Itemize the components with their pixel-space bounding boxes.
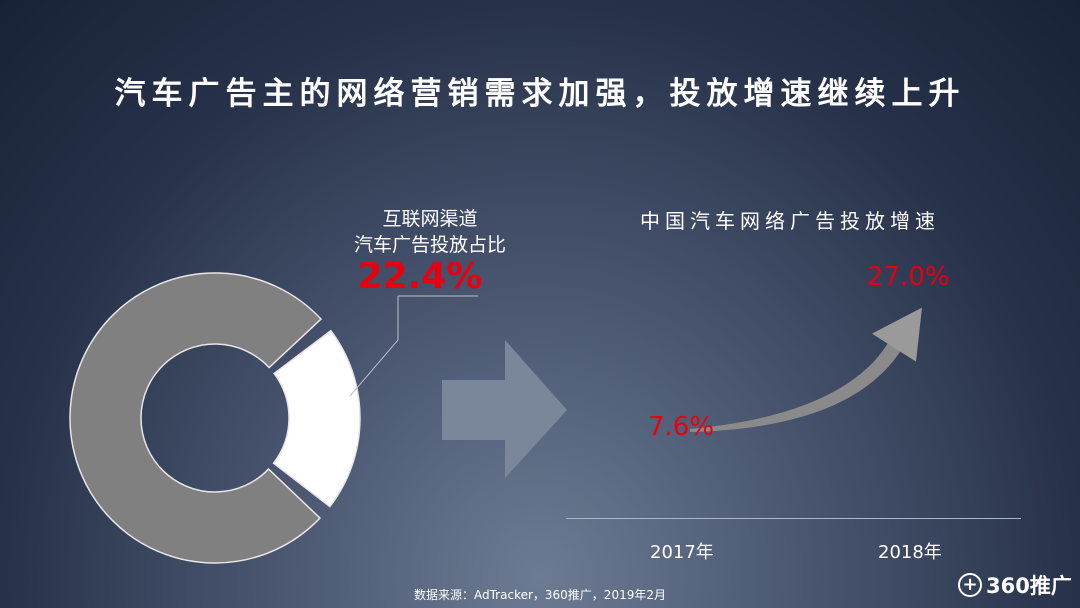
donut-slice-other xyxy=(69,272,323,564)
donut-label-line-2: 汽车广告投放占比 xyxy=(353,234,506,256)
donut-chart xyxy=(69,272,361,564)
data-label-2018: 27.0% xyxy=(867,262,950,292)
x-tick-2018: 2018年 xyxy=(878,542,942,563)
growth-chart-title: 中国汽车网络广告投放增速 xyxy=(640,209,940,233)
source-note: 数据来源：AdTracker，360推广，2019年2月 xyxy=(414,588,666,602)
donut-value: 22.4% xyxy=(357,256,483,297)
x-axis-line xyxy=(566,518,1021,519)
growth-curve xyxy=(690,339,904,433)
x-tick-2017: 2017年 xyxy=(650,542,714,563)
donut-slice-internet xyxy=(272,329,361,508)
growth-chart xyxy=(690,307,922,433)
data-label-2017: 7.6% xyxy=(648,412,715,442)
growth-arrowhead-icon xyxy=(872,307,922,362)
page-title: 汽车广告主的网络营销需求加强，投放增速继续上升 xyxy=(114,76,966,112)
donut-label: 互联网渠道 汽车广告投放占比 xyxy=(330,206,530,258)
right-arrow-icon xyxy=(442,340,567,478)
donut-label-line-1: 互联网渠道 xyxy=(382,208,478,230)
plus-circle-icon: + xyxy=(958,573,982,597)
callout-leader-line xyxy=(349,296,399,397)
brand-logo: + 360推广 xyxy=(958,570,1072,600)
brand-logo-text: 360推广 xyxy=(986,574,1072,598)
